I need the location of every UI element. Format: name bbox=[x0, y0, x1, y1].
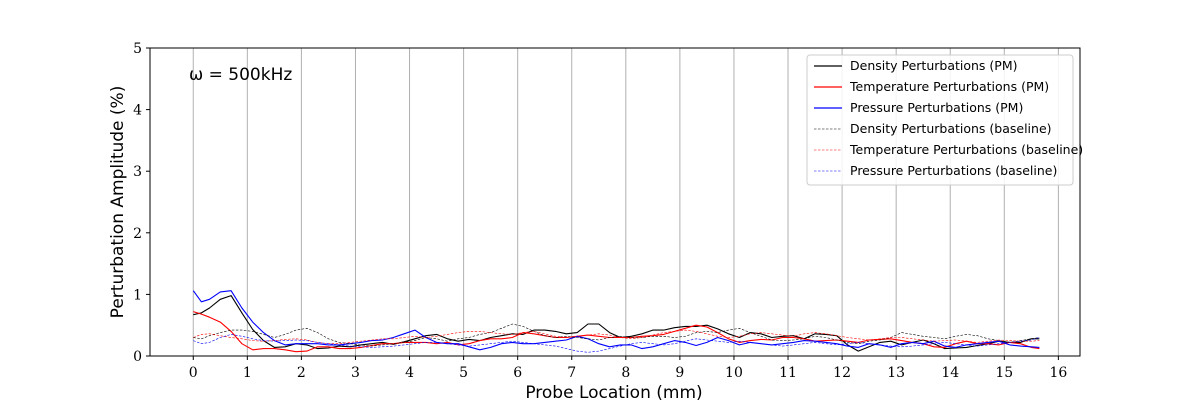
x-tick-label: 1 bbox=[243, 365, 252, 381]
x-tick-label: 12 bbox=[833, 365, 851, 381]
y-tick-label: 1 bbox=[133, 287, 142, 303]
series-lines bbox=[192, 290, 1040, 353]
x-tick-label: 3 bbox=[351, 365, 360, 381]
series-line-6 bbox=[193, 334, 1040, 353]
y-tick-label: 3 bbox=[133, 164, 142, 180]
x-tick-label: 16 bbox=[1049, 365, 1067, 381]
x-tick-label: 8 bbox=[621, 365, 630, 381]
legend: Density Perturbations (PM) Temperature Pe… bbox=[806, 54, 1083, 186]
y-axis-label: Perturbation Amplitude (%) bbox=[108, 86, 128, 319]
frequency-annotation: ω = 500kHz bbox=[189, 65, 292, 85]
legend-entry-label: Density Perturbations (baseline) bbox=[850, 121, 1052, 136]
series-line-5 bbox=[193, 329, 1040, 345]
y-tick-label: 5 bbox=[133, 41, 142, 57]
x-tick-label: 15 bbox=[995, 365, 1013, 381]
x-tick-label: 13 bbox=[887, 365, 905, 381]
series-line-2 bbox=[193, 311, 1040, 353]
legend-box bbox=[806, 54, 1074, 186]
x-tick-label: 14 bbox=[941, 365, 959, 381]
legend-entry-label: Density Perturbations (PM) bbox=[850, 58, 1017, 73]
x-tick-label: 11 bbox=[779, 365, 797, 381]
x-tick-label: 4 bbox=[405, 365, 414, 381]
legend-entry-label: Pressure Perturbations (PM) bbox=[850, 100, 1023, 115]
x-tick-label: 5 bbox=[459, 365, 468, 381]
x-tick-label: 9 bbox=[675, 365, 684, 381]
grid-lines bbox=[192, 48, 1059, 356]
y-tick-label: 2 bbox=[133, 226, 142, 242]
x-axis-label: Probe Location (mm) bbox=[525, 383, 702, 400]
legend-entry-label: Temperature Perturbations (baseline) bbox=[849, 142, 1083, 157]
plot-frame bbox=[149, 47, 1081, 357]
y-tick-label: 0 bbox=[133, 349, 142, 365]
series-line-3 bbox=[192, 290, 1040, 351]
x-tick-label: 10 bbox=[725, 365, 743, 381]
x-tick-label: 6 bbox=[513, 365, 522, 381]
series-line-4 bbox=[193, 323, 1040, 347]
legend-entry-label: Temperature Perturbations (PM) bbox=[849, 79, 1049, 94]
legend-entry-label: Pressure Perturbations (baseline) bbox=[850, 163, 1057, 178]
x-tick-label: 2 bbox=[297, 365, 306, 381]
y-tick-label: 4 bbox=[133, 103, 142, 119]
x-tick-label: 0 bbox=[189, 365, 198, 381]
x-tick-label: 7 bbox=[567, 365, 576, 381]
